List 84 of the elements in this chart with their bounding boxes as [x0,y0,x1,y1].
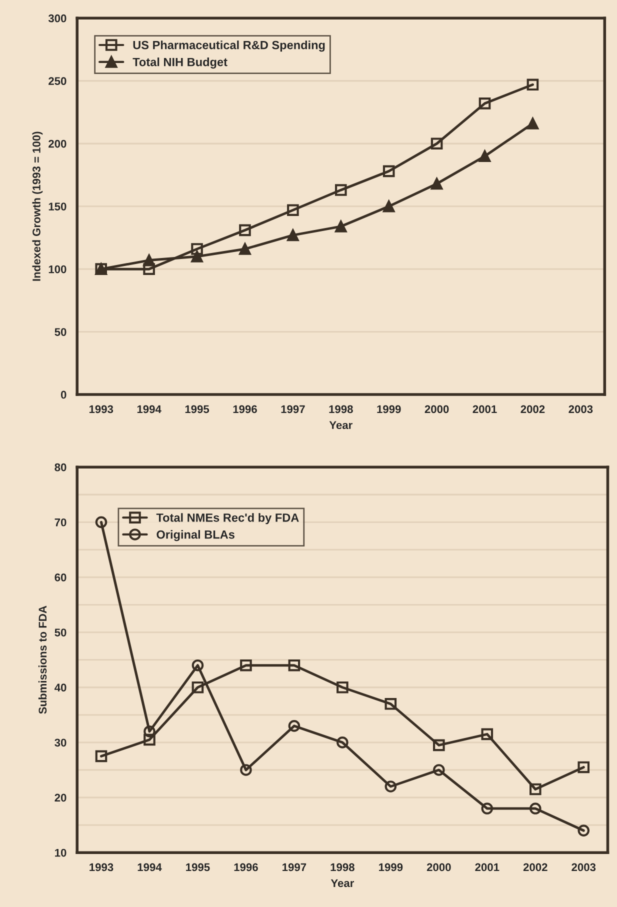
x-tick-label: 1999 [377,405,401,414]
x-axis-title: Year [329,421,352,430]
point [334,184,347,196]
point [478,150,491,162]
y-tick-label: 300 [48,14,66,22]
x-tick-label: 2002 [523,863,548,872]
legend-label: Original BLAs [156,530,234,542]
y-tick-label: 50 [54,328,66,336]
point [578,824,590,836]
x-tick-label: 1993 [90,863,114,872]
point [144,734,156,746]
x-tick-label: 1995 [186,863,210,872]
y-axis-title: Indexed Growth (1993 = 100) [32,132,43,281]
x-tick-label: 2003 [568,405,593,414]
point [336,736,348,748]
x-tick-label: 1997 [281,405,305,414]
legend-label: Total NMEs Rec'd by FDA [156,513,299,524]
point [526,118,539,130]
legend-label: Total NIH Budget [132,58,228,69]
point [433,764,445,776]
legend-label: US Pharmaceutical R&D Spending [133,40,325,52]
y-tick-label: 250 [48,77,66,86]
y-tick-label: 60 [54,574,66,582]
point [239,224,251,236]
x-tick-label: 2001 [472,405,497,414]
point [240,764,252,776]
x-tick-label: 1998 [329,405,353,414]
point [287,229,299,242]
x-tick-label: 1994 [138,863,162,872]
point [529,802,542,814]
x-tick-label: 1994 [137,405,162,414]
point [578,761,590,774]
y-tick-label: 150 [48,202,66,210]
point [287,204,299,216]
point [192,681,204,694]
y-tick-label: 50 [54,628,66,636]
point [95,750,108,762]
point [384,698,397,710]
point [430,138,443,150]
y-tick-label: 80 [54,463,66,472]
x-tick-label: 1997 [282,863,306,872]
point [239,243,251,255]
y-tick-label: 70 [54,518,66,526]
point [288,720,300,732]
point [382,200,395,212]
x-tick-label: 1995 [185,405,210,414]
x-tick-label: 1998 [330,863,354,872]
x-tick-label: 2003 [572,863,596,872]
y-tick-label: 30 [54,738,66,747]
y-tick-label: 20 [54,794,66,802]
y-tick-label: 100 [48,265,66,274]
x-tick-label: 2000 [426,863,451,872]
x-tick-label: 2000 [424,405,449,414]
point [143,254,155,266]
point [481,728,494,740]
point [191,243,203,255]
x-axis-title: Year [330,879,354,888]
y-tick-label: 10 [55,848,66,857]
x-tick-label: 1999 [379,863,403,872]
y-axis-title: Submissions to FDA [38,606,47,714]
point [433,739,445,752]
point [529,783,542,796]
point [192,659,204,672]
point [143,263,155,275]
point [240,659,252,672]
point [478,98,491,110]
point [336,681,348,694]
x-tick-label: 1996 [234,863,258,872]
x-tick-label: 2001 [475,863,500,872]
point [288,659,300,672]
x-tick-label: 2002 [520,405,545,414]
point [334,220,347,232]
point [382,165,395,178]
x-tick-label: 1993 [89,405,114,414]
point [95,516,108,528]
point [526,78,539,91]
y-tick-label: 200 [48,140,66,148]
point [430,178,443,190]
point [384,780,397,792]
point [481,802,494,814]
y-tick-label: 0 [60,390,66,399]
x-tick-label: 1996 [233,405,257,414]
y-tick-label: 40 [54,684,66,692]
point [191,250,203,262]
